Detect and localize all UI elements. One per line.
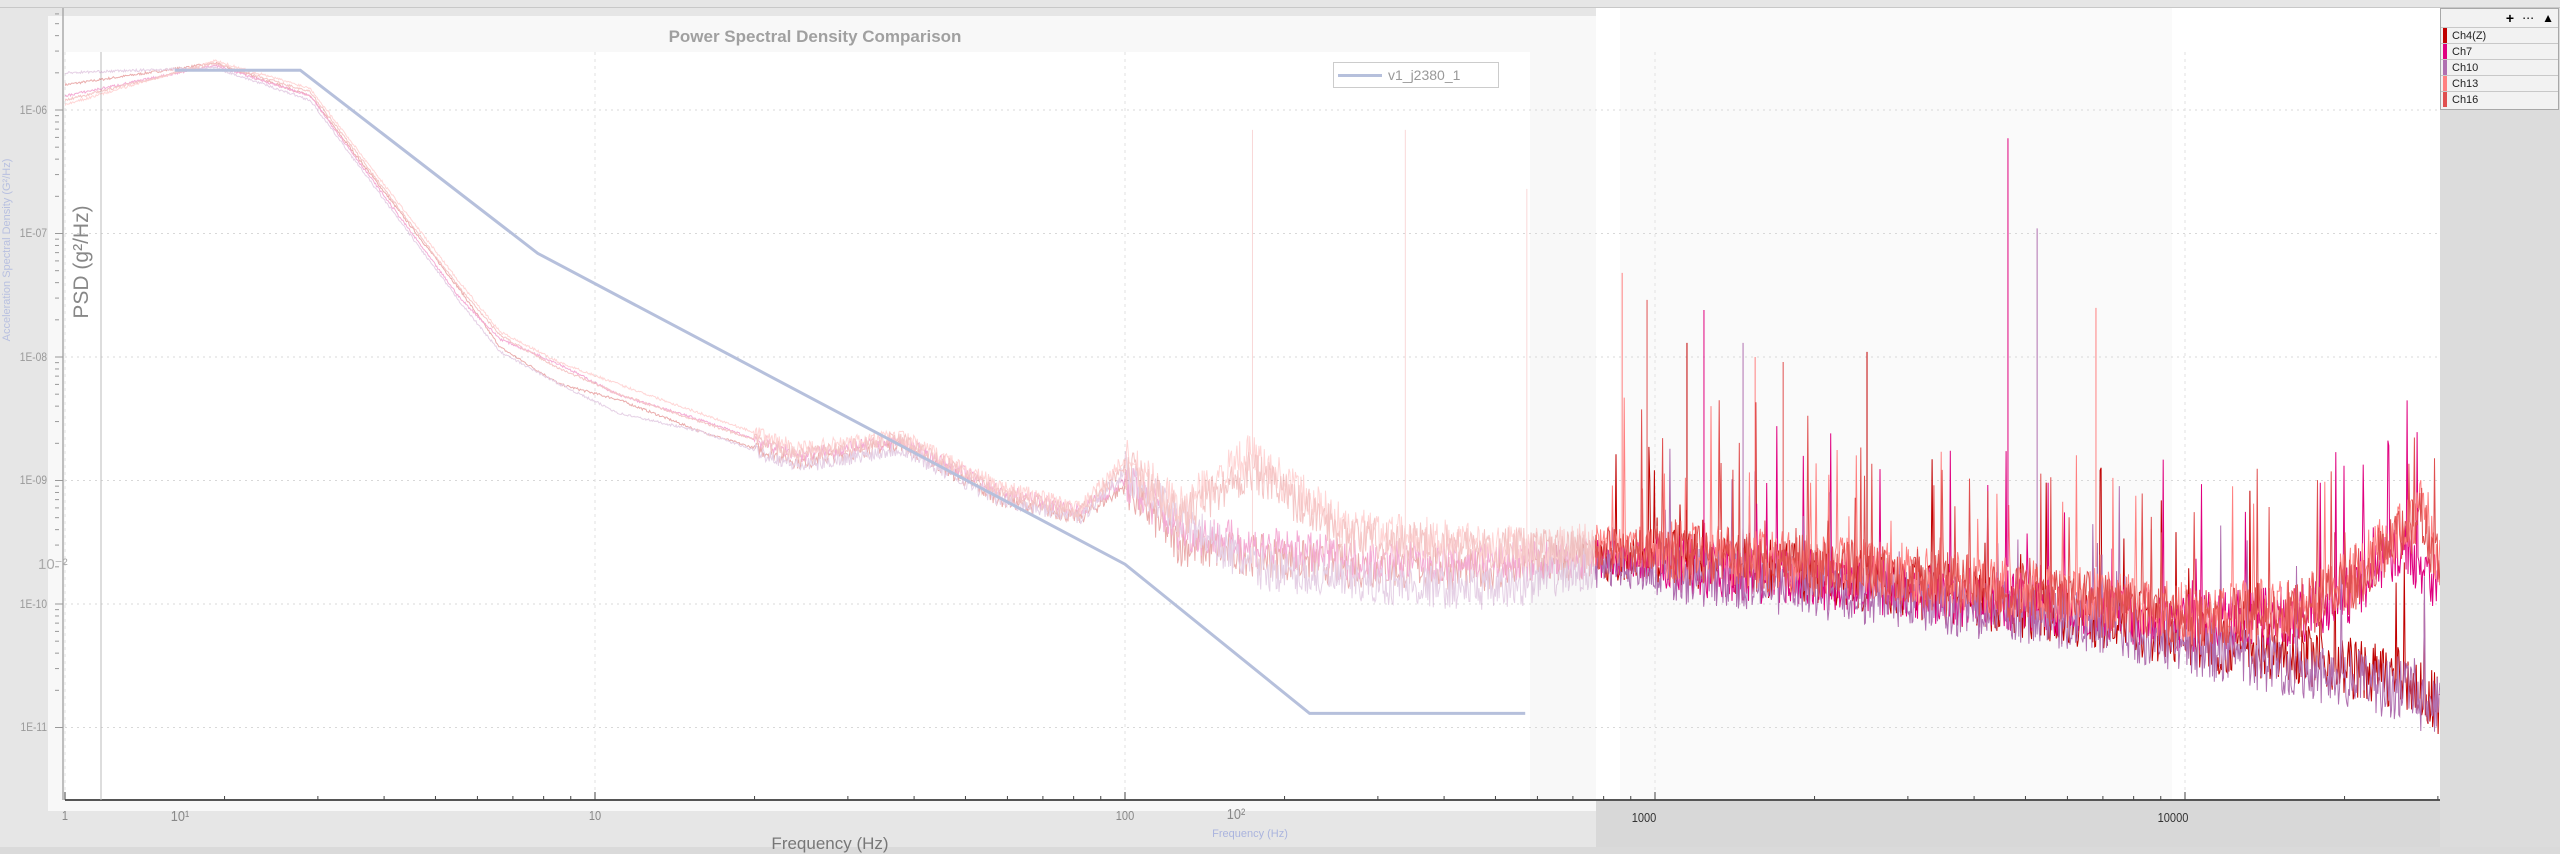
legend-item-label: Ch4(Z) <box>2452 29 2487 42</box>
legend-label: v1_j2380_1 <box>1388 67 1461 83</box>
right-plot-band <box>1620 8 2172 800</box>
axes <box>55 8 2440 801</box>
y-tick-label: 1E-08 <box>19 350 47 364</box>
legend-item-label: Ch16 <box>2452 93 2479 106</box>
reference-line-v1-j2380-1 <box>174 68 1526 715</box>
x-tick-label: 100 <box>1115 808 1135 823</box>
series-line-faded-ch10 <box>65 65 1595 610</box>
color-swatch <box>2443 28 2447 43</box>
legend-item-label: Ch13 <box>2452 77 2479 90</box>
more-icon[interactable]: ⋯ <box>2522 11 2535 25</box>
traces-right <box>1595 138 2440 735</box>
series-line-ch10 <box>1595 448 2440 732</box>
series-line-ch16 <box>1595 400 2440 647</box>
x-tick-label: 10² <box>1226 806 1246 823</box>
y-tick-label: 1E-10 <box>19 597 47 611</box>
color-swatch <box>2443 92 2447 107</box>
x-tick-label: 10000 <box>2157 810 2189 825</box>
color-swatch <box>2443 76 2447 91</box>
series-line-faded-ch13 <box>65 59 1595 567</box>
traces-left-faded <box>65 59 1595 610</box>
left-plot-area <box>65 52 1530 800</box>
legend-toolbar: + ⋯ ▲ <box>2441 9 2558 28</box>
psd-chart-svg <box>55 8 2440 801</box>
y-axis-label-secondary: Acceleration Spectral Density (G²/Hz) <box>1 158 13 342</box>
color-swatch <box>2443 60 2447 75</box>
collapse-icon[interactable]: ▲ <box>2542 11 2554 25</box>
y-tick-label-overlay: 10⁻² <box>38 556 68 573</box>
x-axis-label-secondary: Frequency (Hz) <box>1212 828 1288 840</box>
legend-item-ch16[interactable]: Ch16 <box>2441 92 2558 107</box>
add-icon[interactable]: + <box>2505 10 2515 26</box>
series-line-faded-ch16 <box>65 61 1595 571</box>
series-line-ch13 <box>1595 397 2440 646</box>
right-axis-strip <box>1596 800 2560 847</box>
window-top-bar <box>0 0 2560 8</box>
color-swatch <box>2443 44 2447 59</box>
x-tick-label: 1 <box>61 808 69 823</box>
legend-item-ch13[interactable]: Ch13 <box>2441 76 2558 92</box>
x-tick-label: 10 <box>588 808 602 823</box>
chart-title: Power Spectral Density Comparison <box>668 27 962 46</box>
chart-legend: v1_j2380_1 <box>1333 62 1499 88</box>
y-tick-label: 1E-11 <box>20 720 47 734</box>
legend-item-label: Ch10 <box>2452 61 2479 74</box>
x-tick-label: 1000 <box>1631 810 1657 825</box>
x-tick-label: 10¹ <box>170 808 190 825</box>
reference-layer <box>174 68 1526 715</box>
legend-item-label: Ch7 <box>2452 45 2473 58</box>
y-axis-label: PSD (g²/Hz) <box>70 205 93 319</box>
grid-lines <box>64 52 2440 800</box>
series-line-faded-ch7 <box>65 64 1595 582</box>
legend-item-ch7[interactable]: Ch7 <box>2441 44 2558 60</box>
legend-item-ch4z[interactable]: Ch4(Z) <box>2441 28 2558 44</box>
channel-legend-panel-bg <box>2440 8 2560 847</box>
legend-line-swatch <box>1338 73 1382 77</box>
y-tick-label: 1E-06 <box>19 103 47 117</box>
y-tick-label: 1E-07 <box>19 226 47 240</box>
channel-legend-panel: + ⋯ ▲ Ch4(Z) Ch7 Ch10 Ch13 Ch16 <box>2440 8 2559 110</box>
y-tick-label: 1E-09 <box>19 473 47 487</box>
x-axis-label: Frequency (Hz) <box>771 834 889 853</box>
series-line-faded-ch4z <box>65 61 1595 591</box>
legend-item-ch10[interactable]: Ch10 <box>2441 60 2558 76</box>
